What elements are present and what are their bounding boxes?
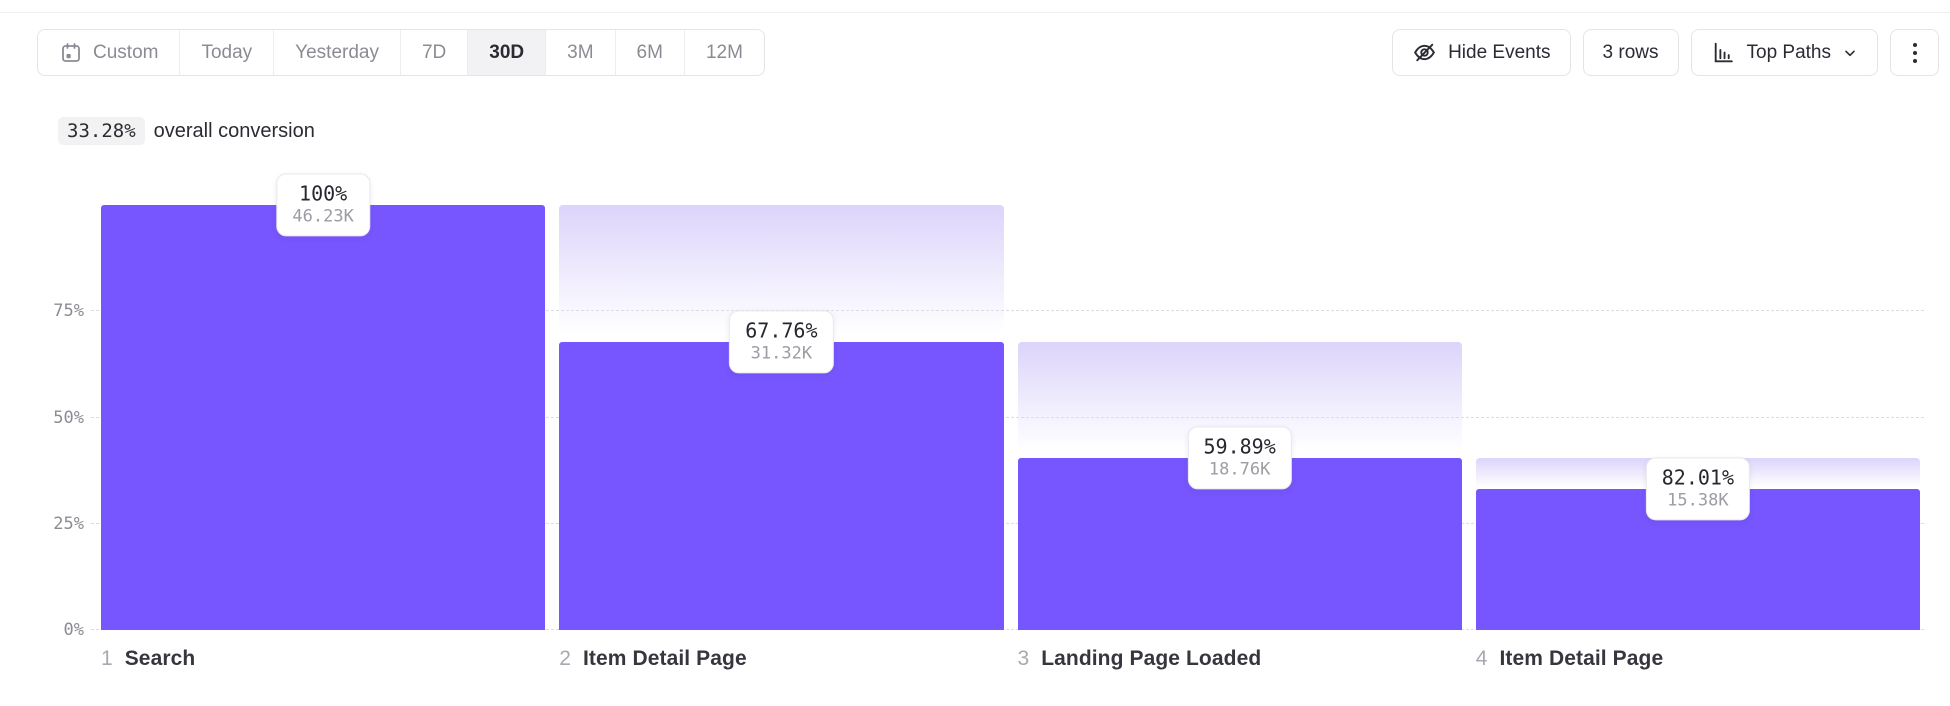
tooltip-percent: 82.01% [1661,464,1734,489]
tooltip-percent: 67.76% [745,318,818,343]
rows-button[interactable]: 3 rows [1582,29,1679,76]
tooltip-percent: 100% [299,181,348,206]
funnel-bars: 100% 46.23K 67.76% 31.32K 59 [101,173,1920,630]
gridline-50 [91,416,1924,418]
date-range-label: 30D [489,41,525,63]
value-tooltip: 82.01% 15.38K [1645,456,1750,521]
funnel-step-column: 82.01% 15.38K [1475,205,1920,630]
overflow-menu-button[interactable] [1890,29,1939,76]
gridline-0 [91,629,1924,630]
step-name: Item Detail Page [582,647,747,670]
funnel-chart: 75% 50% 25% 0% 100% 46.23K [0,173,1924,640]
rows-label: 3 rows [1602,41,1659,63]
gridline-75 [91,310,1924,312]
overall-conversion-text: overall conversion [153,119,315,142]
step-label: 2 Item Detail Page [559,647,1003,671]
date-range-option-30d[interactable]: 30D [467,30,546,75]
value-tooltip: 100% 46.23K [276,173,370,237]
date-range-label: 7D [421,41,447,63]
overall-conversion-badge: 33.28% [58,117,145,145]
step-labels: 1 Search 2 Item Detail Page 3 Landing Pa… [101,647,1920,671]
date-range-label: 3M [567,41,594,63]
date-range-label: Yesterday [295,41,379,63]
calendar-icon [59,41,83,65]
date-range-option-7d[interactable]: 7D [399,30,467,75]
toolbar-actions: Hide Events 3 rows Top Paths [1392,29,1939,76]
funnel-step-column: 59.89% 18.76K [1017,205,1462,630]
overall-conversion: 33.28% overall conversion [58,117,1950,145]
date-range-option-12m[interactable]: 12M [683,30,764,75]
kebab-icon [1912,42,1917,63]
step-number: 3 [1017,647,1030,670]
funnel-bar[interactable] [559,342,1004,630]
date-range-option-custom[interactable]: Custom [38,30,179,75]
value-tooltip: 59.89% 18.76K [1187,425,1292,490]
top-paths-label: Top Paths [1746,41,1832,63]
tooltip-percent: 59.89% [1203,433,1276,458]
step-number: 4 [1475,647,1488,670]
date-range-label: Today [201,41,253,63]
step-label: 1 Search [101,647,545,671]
toolbar: Custom Today Yesterday 7D 30D 3M 6M 12M … [0,29,1950,76]
gridline-25 [91,522,1924,524]
top-divider [0,0,1950,13]
bar-chart-icon [1711,40,1736,65]
step-label: 3 Landing Page Loaded [1018,647,1462,671]
y-axis-label: 25% [53,513,84,534]
eye-off-icon [1412,40,1437,65]
funnel-step-column: 100% 46.23K [101,173,546,630]
y-axis-label: 75% [53,301,84,322]
step-number: 2 [559,647,571,670]
date-range-label: 12M [705,41,743,63]
y-axis-label: 50% [53,407,84,428]
y-axis: 75% 50% 25% 0% [0,205,101,640]
value-tooltip: 67.76% 31.32K [729,310,834,374]
step-label: 4 Item Detail Page [1476,647,1920,671]
step-name: Search [124,647,196,670]
date-range-group: Custom Today Yesterday 7D 30D 3M 6M 12M [37,29,765,76]
date-range-option-3m[interactable]: 3M [545,30,614,75]
chart-area: 100% 46.23K 67.76% 31.32K 59 [91,173,1924,630]
date-range-option-yesterday[interactable]: Yesterday [273,30,400,75]
tooltip-count: 31.32K [750,343,813,364]
top-paths-button[interactable]: Top Paths [1690,29,1878,76]
funnel-step-column: 67.76% 31.32K [559,205,1004,630]
chevron-down-icon [1842,45,1858,61]
hide-events-label: Hide Events [1448,41,1551,63]
y-axis-label: 0% [63,620,84,640]
funnel-bar[interactable] [101,205,546,630]
tooltip-count: 18.76K [1208,458,1271,479]
tooltip-count: 15.38K [1667,489,1729,510]
hide-events-button[interactable]: Hide Events [1392,29,1571,76]
step-name: Item Detail Page [1499,647,1664,670]
tooltip-count: 46.23K [292,206,354,227]
date-range-label: Custom [93,41,159,63]
date-range-label: 6M [636,41,663,63]
date-range-option-today[interactable]: Today [179,30,273,75]
date-range-option-6m[interactable]: 6M [614,30,684,75]
step-number: 1 [101,647,113,670]
step-name: Landing Page Loaded [1041,647,1262,670]
